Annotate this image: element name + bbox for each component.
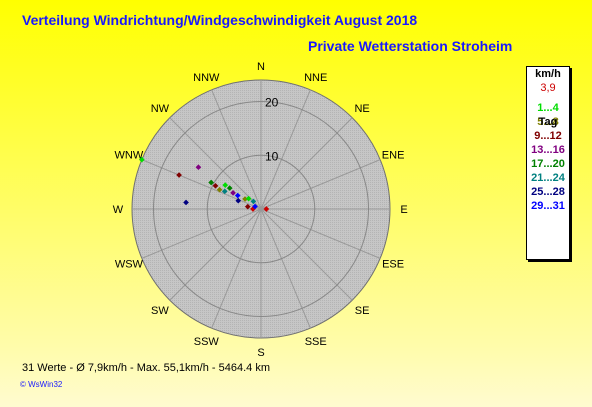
dir-label-NE: NE <box>354 103 369 115</box>
data-point <box>195 164 202 171</box>
dir-label-ENE: ENE <box>382 149 405 161</box>
dir-label-WNW: WNW <box>115 149 144 161</box>
dir-label-W: W <box>113 204 124 216</box>
data-point <box>230 190 236 196</box>
dir-label-SSW: SSW <box>194 336 220 348</box>
ring-20 <box>153 101 369 317</box>
legend-unit: km/h <box>535 68 561 80</box>
station-name: Private Wetterstation Stroheim <box>308 38 513 54</box>
legend-class-2: 9...12 <box>534 130 562 142</box>
data-point <box>208 179 214 186</box>
ring-10 <box>206 154 316 264</box>
dir-label-N: N <box>257 61 265 73</box>
data-point <box>244 203 251 210</box>
data-point <box>250 198 257 205</box>
dir-label-NNE: NNE <box>304 72 327 84</box>
legend-class-6: 25...28 <box>531 186 565 198</box>
legend-class-1: 5...8 <box>537 116 559 128</box>
data-point <box>222 182 229 188</box>
legend-class-3: 13...16 <box>531 144 565 156</box>
data-point <box>245 195 252 202</box>
data-point <box>234 192 241 199</box>
data-point <box>176 172 182 178</box>
data-point <box>183 199 189 206</box>
data-point <box>212 182 219 189</box>
dir-label-SW: SW <box>151 305 169 317</box>
chart-title: Verteilung Windrichtung/Windgeschwindigk… <box>22 12 418 28</box>
data-point <box>138 156 145 163</box>
dir-label-WSW: WSW <box>115 259 144 271</box>
legend-class-4: 17...20 <box>531 158 565 170</box>
ring-label-20: 20 <box>265 96 279 110</box>
legend-class-0: 1...4 <box>537 102 559 114</box>
dir-label-NNW: NNW <box>193 72 220 84</box>
legend-class-5: 21...24 <box>531 172 565 184</box>
data-point <box>216 186 223 193</box>
data-point <box>226 185 233 191</box>
dir-label-SE: SE <box>355 305 370 317</box>
dir-label-NW: NW <box>151 103 170 115</box>
data-point <box>235 197 242 204</box>
legend-footer: Tag <box>538 116 558 128</box>
software-credit: © WsWin32 <box>20 380 63 389</box>
data-point <box>252 203 258 210</box>
legend: km/h 3,9 1...4 5...8 9...12 13...16 17...20 2… <box>526 66 570 260</box>
dir-label-E: E <box>400 204 407 216</box>
ring-label-10: 10 <box>265 149 279 163</box>
dir-label-SSE: SSE <box>305 336 327 348</box>
data-point <box>263 206 270 212</box>
data-point <box>221 188 228 195</box>
stats-line: 31 Werte - Ø 7,9km/h - Max. 55,1km/h - 5… <box>22 362 270 374</box>
dir-label-ESE: ESE <box>382 259 404 271</box>
data-point <box>242 196 248 202</box>
legend-calm: 3,9 <box>540 82 556 94</box>
dir-label-S: S <box>257 347 264 359</box>
legend-class-7: 29...31 <box>531 200 565 212</box>
